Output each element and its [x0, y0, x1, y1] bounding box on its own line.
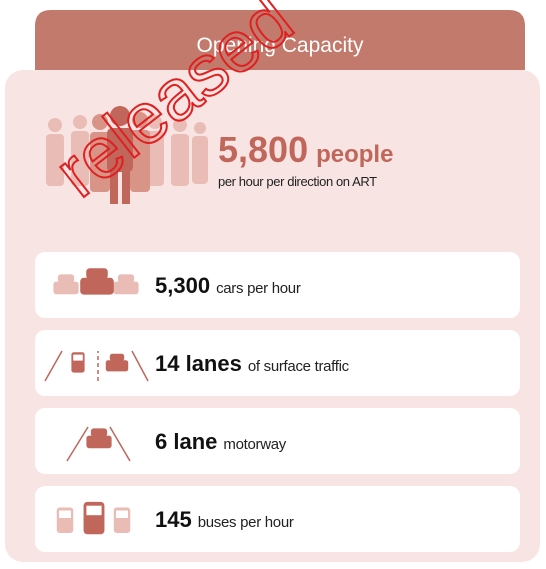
lane-line	[131, 350, 149, 382]
car-body	[53, 281, 79, 295]
bus-window	[86, 505, 102, 516]
row-text: 14 lanes of surface traffic	[155, 351, 350, 376]
capacity-row: 5,300 cars per hour	[35, 252, 520, 318]
headline-unit: people	[316, 141, 393, 168]
row-card	[35, 330, 520, 396]
row-figure: 14 lanes	[155, 351, 242, 376]
row-label: buses per hour	[198, 514, 294, 531]
row-text: 5,300 cars per hour	[155, 273, 301, 298]
capacity-row: 14 lanes of surface traffic	[35, 330, 520, 396]
row-label: motorway	[223, 436, 286, 453]
row-figure: 6 lane	[155, 429, 217, 454]
row-figure: 145	[155, 507, 192, 532]
bus-window	[59, 510, 71, 518]
headline-caption: per hour per direction on ART	[218, 174, 377, 189]
header-tab	[35, 10, 525, 70]
row-label: cars per hour	[216, 280, 301, 297]
row-label: of surface traffic	[248, 358, 350, 375]
row-figure: 5,300	[155, 273, 210, 298]
lane-line	[66, 426, 89, 462]
bus-window	[116, 510, 128, 518]
row-text: 6 lane motorway	[155, 429, 287, 454]
headline: 5,800 people	[218, 129, 393, 170]
bus-window	[73, 354, 83, 361]
car-body	[86, 435, 112, 449]
row-card	[35, 252, 520, 318]
row-card	[35, 408, 520, 474]
car-roof	[86, 268, 108, 279]
headline-number: 5,800	[218, 129, 308, 170]
car-body	[113, 281, 139, 295]
lane-line	[44, 350, 63, 382]
row-text: 145 buses per hour	[155, 507, 294, 532]
lane-line	[109, 426, 131, 462]
car-body	[105, 360, 129, 372]
car-body	[80, 277, 114, 295]
header-title: Opening Capacity	[197, 34, 364, 57]
row-card	[35, 486, 520, 552]
people-icon	[46, 106, 208, 204]
car-roof	[117, 274, 135, 283]
capacity-row: 145 buses per hour	[35, 486, 520, 552]
capacity-row: 6 lane motorway	[35, 408, 520, 474]
car-roof	[90, 428, 108, 437]
car-roof	[109, 353, 125, 361]
car-roof	[57, 274, 75, 283]
